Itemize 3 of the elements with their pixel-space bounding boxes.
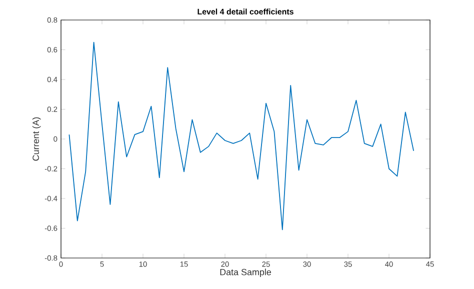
x-axis-title: Data Sample xyxy=(220,268,272,278)
y-axis-title: Current (A) xyxy=(32,117,41,161)
line-series xyxy=(68,42,414,230)
